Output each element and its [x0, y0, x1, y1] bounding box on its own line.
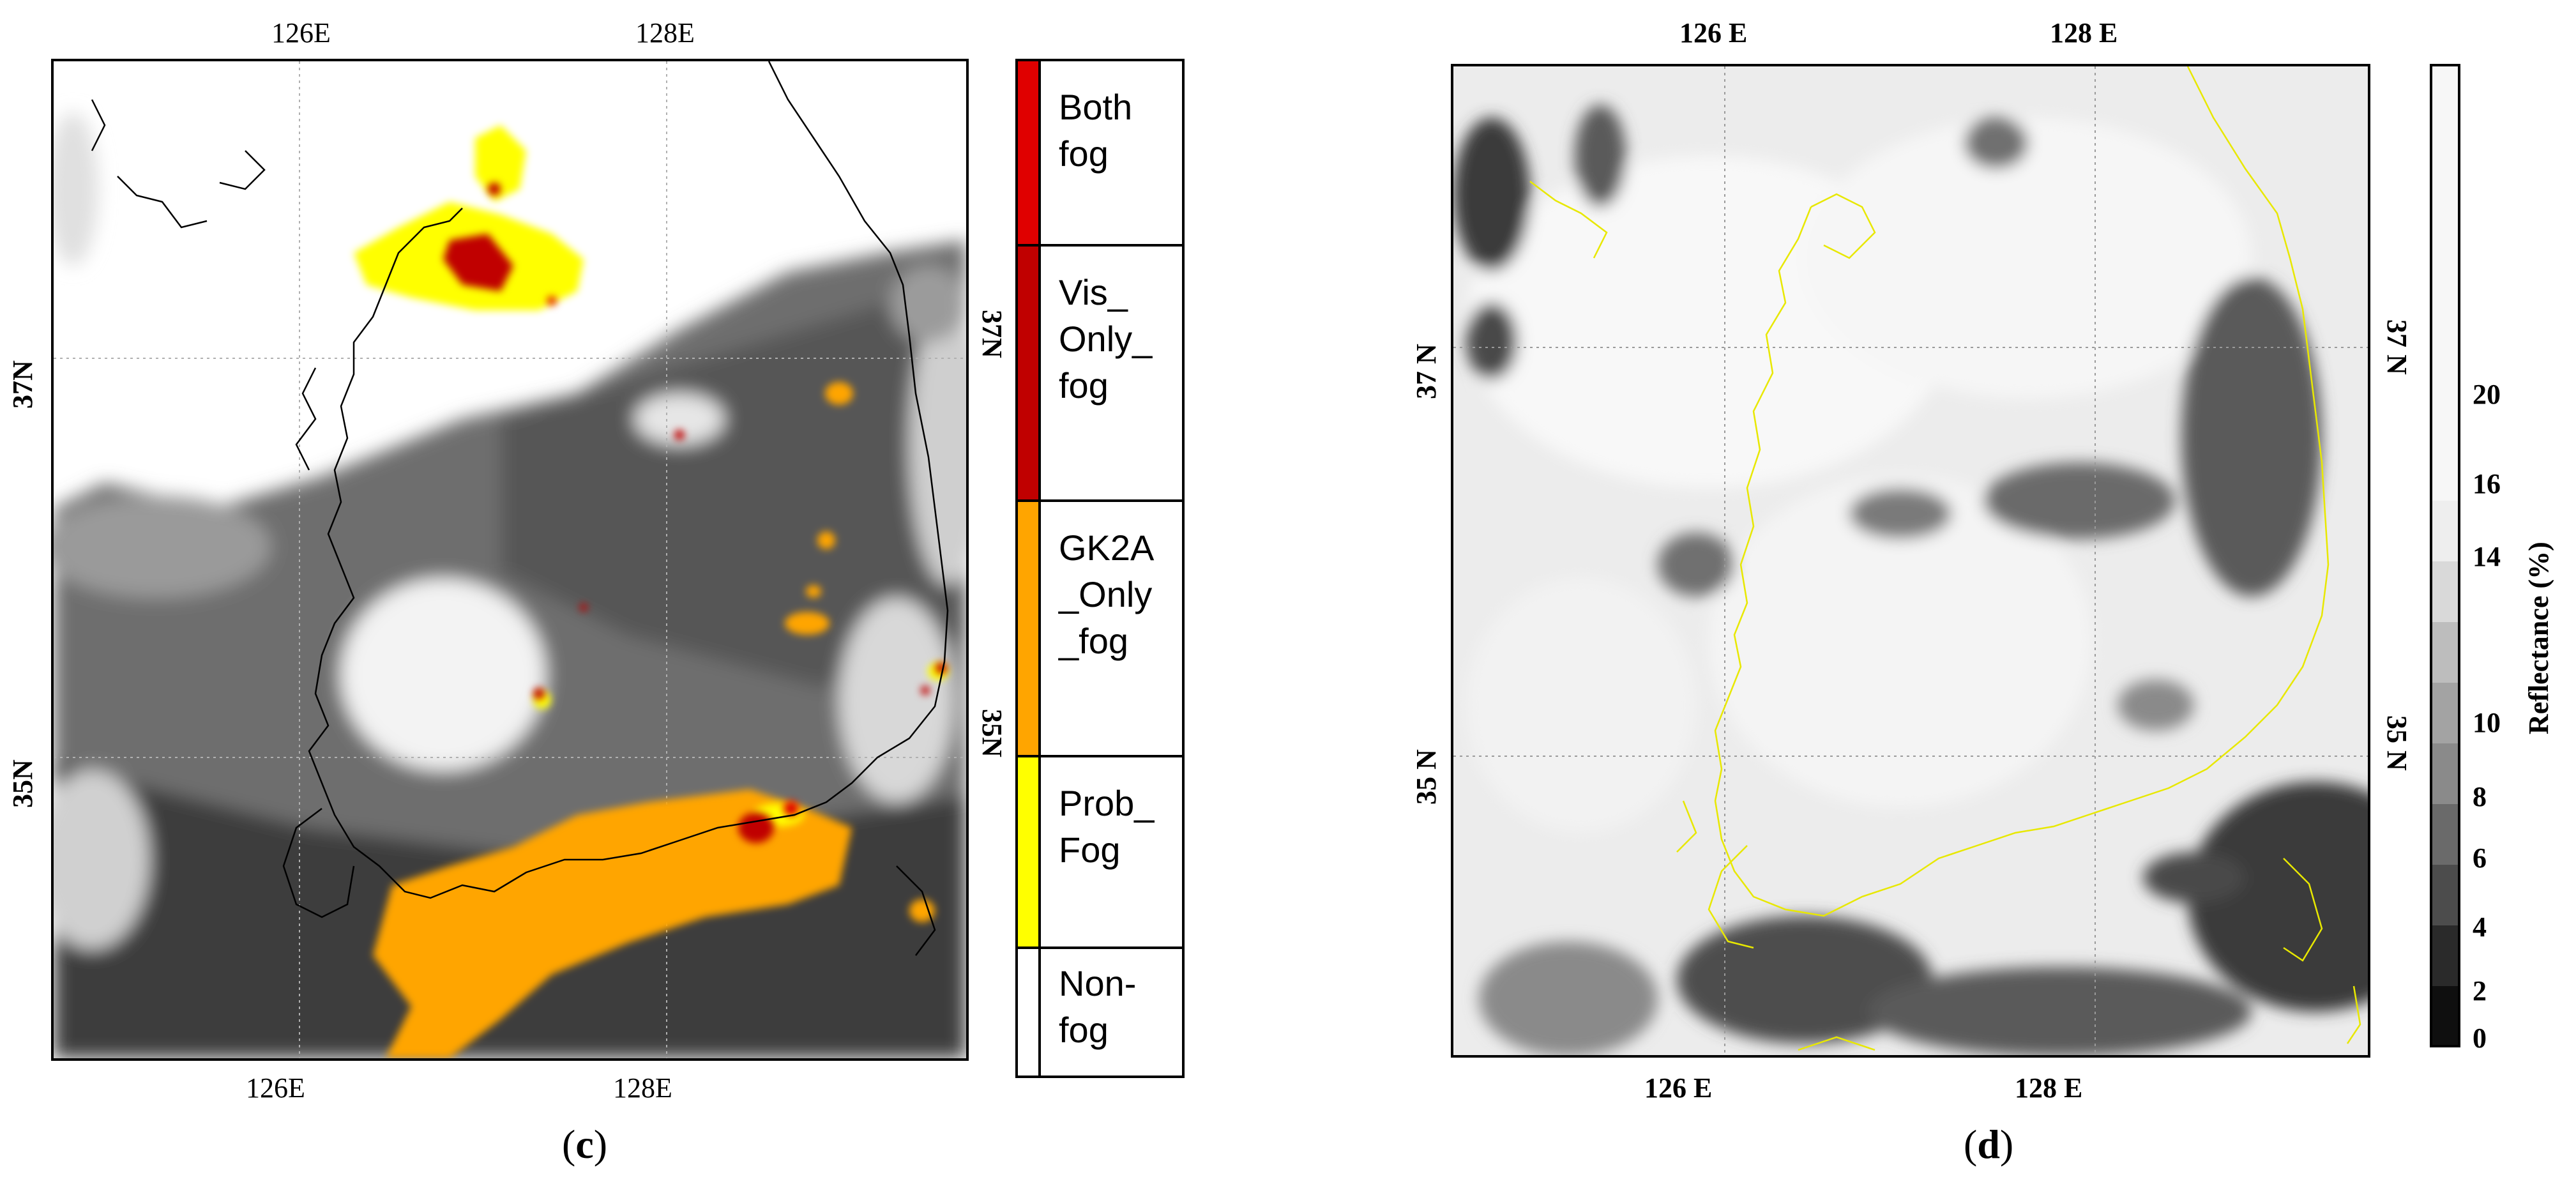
colorbar-tick-16: 16 — [2473, 468, 2501, 499]
colorbar-band-8 — [2432, 865, 2458, 925]
colorbar-tick-20: 20 — [2473, 379, 2501, 410]
colorbar-band-5 — [2432, 683, 2458, 743]
c-top-lon-128: 128E — [635, 17, 695, 49]
legend-item-gk2a-only-fog: GK2A _Only _fog — [1018, 502, 1182, 757]
panel-c-open-paren: ( — [562, 1121, 576, 1167]
reflectance-colorbar — [2430, 64, 2460, 1047]
legend-item-vis-only-fog: Vis_ Only_ fog — [1018, 247, 1182, 502]
colorbar-tick-0: 0 — [2473, 1023, 2487, 1054]
legend-label-gk2a-only-fog: GK2A _Only _fog — [1059, 528, 1155, 661]
reflectance-map-d-graphic — [1453, 66, 2368, 1055]
legend-swatch-non-fog — [1018, 949, 1041, 1076]
d-bottom-lon-128: 128 E — [2015, 1072, 2083, 1104]
c-top-lon-126: 126E — [271, 17, 331, 49]
d-left-lat-37: 37 N — [1411, 344, 1442, 399]
colorbar-band-7 — [2432, 804, 2458, 865]
panel-d-letter-char: d — [1977, 1121, 2000, 1167]
colorbar-tick-14: 14 — [2473, 541, 2501, 572]
colorbar-tick-6: 6 — [2473, 842, 2487, 874]
d-right-lat-37: 37 N — [2381, 319, 2413, 375]
c-bottom-lon-128: 128E — [613, 1072, 672, 1104]
reflectance-map-d — [1451, 64, 2370, 1058]
colorbar-band-2 — [2432, 501, 2458, 561]
legend-swatch-gk2a-only-fog — [1018, 502, 1041, 755]
colorbar-tick-2: 2 — [2473, 975, 2487, 1007]
c-right-lat-35: 35N — [976, 709, 1008, 757]
legend-swatch-vis-only-fog — [1018, 247, 1041, 499]
c-right-lat-37: 37N — [976, 310, 1008, 358]
colorbar-title: Reflectance (%) — [2523, 542, 2554, 734]
colorbar-band-4 — [2432, 622, 2458, 683]
legend-swatch-both-fog — [1018, 61, 1041, 244]
panel-d-open-paren: ( — [1964, 1121, 1978, 1167]
fog-map-c — [51, 59, 969, 1061]
colorbar-band-1 — [2432, 66, 2458, 501]
panel-c-letter-char: c — [575, 1121, 594, 1167]
panel-d-close-paren: ) — [1999, 1121, 2014, 1167]
fog-legend: Both fog Vis_ Only_ fog GK2A _Only _fog … — [1015, 59, 1185, 1078]
fog-map-c-graphic — [54, 61, 966, 1058]
colorbar-tick-10: 10 — [2473, 707, 2501, 738]
legend-item-both-fog: Both fog — [1018, 61, 1182, 247]
colorbar-tick-8: 8 — [2473, 781, 2487, 812]
d-top-lon-126: 126 E — [1679, 17, 1748, 49]
colorbar-tick-4: 4 — [2473, 911, 2487, 943]
panel-c-close-paren: ) — [593, 1121, 608, 1167]
legend-label-both-fog: Both fog — [1059, 87, 1133, 174]
c-left-lat-35: 35N — [7, 759, 38, 808]
c-bottom-lon-126: 126E — [246, 1072, 305, 1104]
colorbar-band-10 — [2432, 986, 2458, 1045]
d-left-lat-35: 35 N — [1411, 749, 1442, 805]
d-bottom-lon-126: 126 E — [1644, 1072, 1713, 1104]
c-left-lat-37: 37N — [7, 360, 38, 409]
legend-label-prob-fog: Prob_ Fog — [1059, 783, 1155, 870]
colorbar-band-6 — [2432, 743, 2458, 804]
legend-item-prob-fog: Prob_ Fog — [1018, 757, 1182, 949]
legend-item-non-fog: Non- fog — [1018, 949, 1182, 1076]
colorbar-band-9 — [2432, 925, 2458, 986]
panel-d-letter: (d) — [1964, 1124, 2013, 1165]
legend-label-vis-only-fog: Vis_ Only_ fog — [1059, 272, 1153, 406]
d-top-lon-128: 128 E — [2050, 17, 2118, 49]
legend-swatch-prob-fog — [1018, 757, 1041, 947]
d-right-lat-35: 35 N — [2381, 715, 2413, 771]
colorbar-band-3 — [2432, 561, 2458, 622]
panel-c-letter: (c) — [562, 1124, 607, 1165]
legend-label-non-fog: Non- fog — [1059, 963, 1137, 1050]
